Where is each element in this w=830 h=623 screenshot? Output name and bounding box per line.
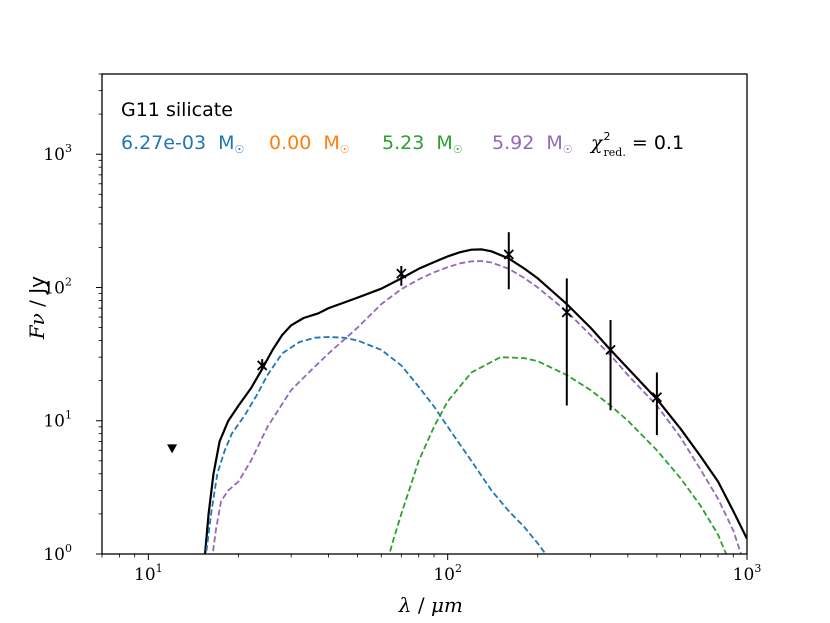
x-tick-label: 102 (433, 562, 462, 585)
x-marker-icon (503, 249, 514, 260)
mass-label-purple: 5.92 M☉ (492, 132, 573, 156)
x-tick-label: 101 (134, 562, 163, 585)
sun-symbol-icon: ☉ (234, 143, 244, 156)
mass-value-green: 5.23 (382, 132, 424, 154)
mass-unit-blue: M (218, 132, 234, 154)
x-marker-icon (651, 392, 663, 403)
y-tick-label: 101 (43, 409, 72, 432)
data-point (257, 359, 268, 371)
x-marker-icon (257, 360, 268, 371)
mass-unit-purple: M (546, 132, 562, 154)
mass-value-purple: 5.92 (492, 132, 534, 154)
x-axis-unit: μm (431, 593, 463, 617)
chi-value: 0.1 (654, 132, 684, 154)
y-tick-label: 102 (43, 275, 72, 298)
y-axis-symbol: Fν (25, 313, 49, 340)
series-line-green-component (388, 356, 728, 554)
x-marker-icon (561, 307, 572, 318)
data-point (561, 278, 572, 406)
mass-label-orange: 0.00 M☉ (269, 132, 350, 156)
chart-title: G11 silicate (121, 99, 233, 121)
chi-subscript: red. (604, 146, 626, 159)
y-axis-sep: / (25, 294, 49, 313)
ticks-group: 101 102 103 100 101 102 103 (43, 73, 762, 585)
sun-symbol-icon: ☉ (453, 143, 463, 156)
y-tick-label: 100 (43, 542, 72, 565)
x-marker-icon (605, 344, 616, 356)
x-axis-sep: / (411, 593, 430, 617)
chi-superscript: 2 (604, 130, 611, 143)
x-axis-symbol: λ (398, 593, 412, 617)
series-line-purple-component (211, 260, 742, 554)
x-axis-label: λ / μm (367, 593, 482, 617)
x-tick-label: 103 (733, 562, 762, 585)
series-group (203, 248, 747, 554)
data-point (503, 232, 514, 290)
upper-limit-triangle-icon (167, 444, 178, 454)
y-axis-label: Fν / Jy (25, 257, 49, 371)
mass-unit-orange: M (323, 132, 339, 154)
y-tick-label: 103 (43, 142, 72, 165)
data-point (396, 265, 407, 286)
series-line-blue-component (205, 336, 547, 554)
y-axis-unit: Jy (25, 276, 49, 296)
chi-symbol: χ (589, 132, 604, 154)
chi-equals: = (626, 132, 654, 154)
data-point (605, 320, 616, 411)
x-marker-icon (396, 268, 407, 279)
chi-squared-label: χ2 red. = 0.1 (589, 130, 684, 159)
plot-frame (101, 73, 748, 555)
mass-value-blue: 6.27e-03 (121, 132, 206, 154)
sun-symbol-icon: ☉ (563, 143, 573, 156)
data-points-group (167, 232, 663, 454)
mass-unit-green: M (436, 132, 452, 154)
data-point (651, 372, 663, 436)
sun-symbol-icon: ☉ (340, 143, 350, 156)
mass-label-blue: 6.27e-03 M☉ (121, 132, 244, 156)
series-line-total (203, 248, 747, 554)
mass-label-green: 5.23 M☉ (382, 132, 463, 156)
mass-value-orange: 0.00 (269, 132, 311, 154)
